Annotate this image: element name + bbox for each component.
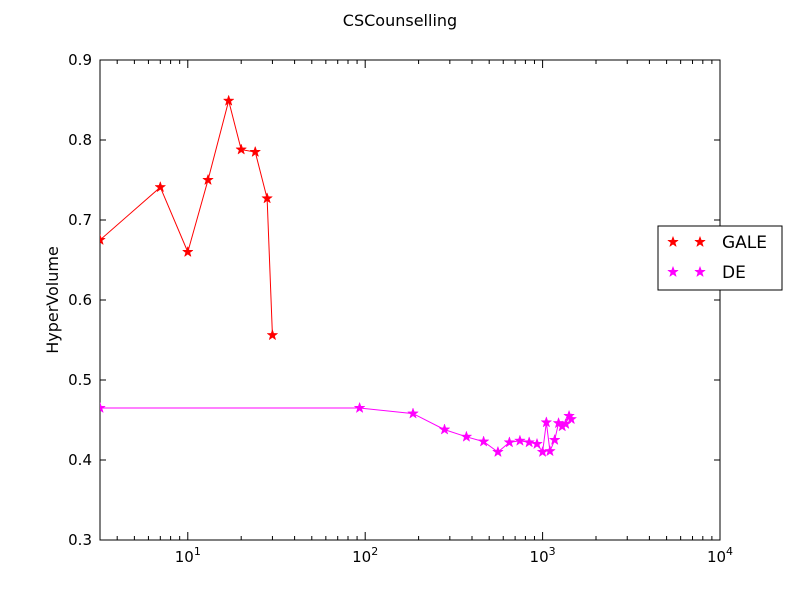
data-point bbox=[154, 180, 167, 193]
legend-marker bbox=[667, 265, 679, 278]
data-point bbox=[202, 173, 214, 186]
y-tick-label: 0.9 bbox=[68, 51, 92, 69]
data-point bbox=[531, 437, 543, 450]
x-tick-label: 101 bbox=[175, 545, 201, 566]
x-tick-label: 102 bbox=[352, 545, 378, 566]
data-point bbox=[249, 145, 262, 158]
y-tick-label: 0.7 bbox=[68, 211, 92, 229]
data-point bbox=[181, 245, 194, 258]
data-point bbox=[100, 233, 106, 246]
data-point bbox=[261, 192, 274, 204]
legend-marker bbox=[667, 235, 679, 248]
data-point bbox=[503, 436, 516, 448]
data-point bbox=[540, 416, 553, 428]
legend: GALE DE bbox=[657, 225, 783, 291]
y-tick-label: 0.5 bbox=[68, 371, 92, 389]
x-tick-label: 104 bbox=[707, 545, 733, 566]
data-point bbox=[460, 430, 473, 442]
data-point bbox=[438, 423, 451, 435]
data-point bbox=[548, 433, 561, 446]
legend-marker bbox=[694, 235, 706, 248]
y-tick-label: 0.3 bbox=[68, 531, 92, 549]
y-tick-label: 0.6 bbox=[68, 291, 92, 309]
legend-marker bbox=[694, 265, 706, 278]
data-point bbox=[407, 407, 419, 419]
series-gale bbox=[100, 94, 279, 341]
legend-box bbox=[657, 225, 783, 291]
data-point bbox=[523, 436, 536, 448]
data-point bbox=[477, 435, 490, 447]
series-line bbox=[100, 407, 572, 454]
data-point bbox=[536, 445, 549, 458]
axes-frame bbox=[99, 59, 721, 541]
series-de bbox=[100, 401, 578, 458]
legend-label: GALE bbox=[722, 233, 767, 253]
data-point bbox=[266, 328, 279, 341]
y-tick-label: 0.8 bbox=[68, 131, 92, 149]
data-point bbox=[235, 143, 248, 155]
data-point bbox=[491, 445, 504, 458]
data-point bbox=[353, 401, 366, 414]
plot-area: 0.3 0.4 0.5 0.6 0.7 0.8 0.9 101 102 103 104 bbox=[68, 51, 733, 566]
data-point bbox=[565, 412, 578, 425]
data-point bbox=[100, 401, 106, 414]
x-tick-label: 103 bbox=[530, 545, 556, 566]
data-point bbox=[543, 444, 556, 457]
legend-label: DE bbox=[722, 263, 746, 283]
y-tick-label: 0.4 bbox=[68, 451, 92, 469]
series-line bbox=[100, 98, 273, 336]
data-point bbox=[513, 434, 526, 446]
data-point bbox=[222, 94, 235, 106]
y-axis-label: HyperVolume bbox=[43, 246, 62, 354]
chart-title: CSCounselling bbox=[343, 11, 457, 30]
